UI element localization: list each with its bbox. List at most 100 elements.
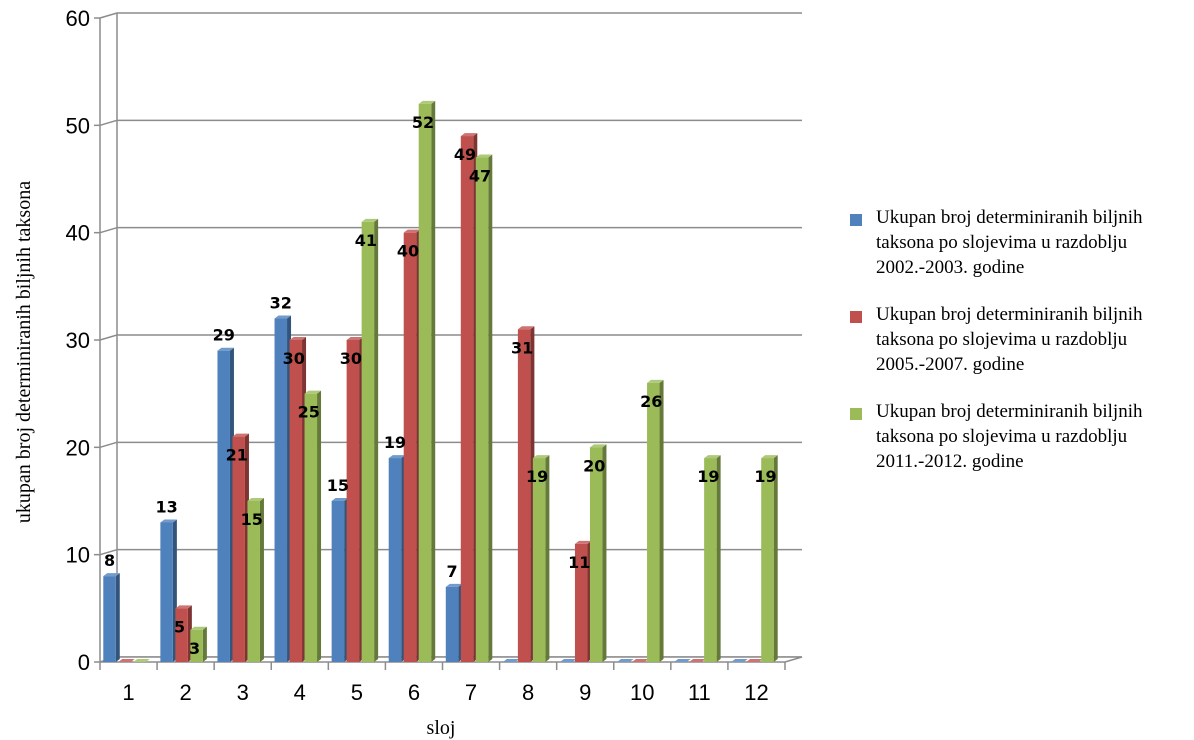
bar-series-2-cat-8 (517, 326, 535, 662)
gridline-connector (99, 548, 118, 556)
x-tick-label: 2 (180, 680, 192, 705)
x-tick-label: 7 (465, 680, 477, 705)
data-label-series-2: 5 (174, 617, 185, 636)
legend-label-series-3: Ukupan broj determiniranih biljnih takso… (876, 401, 1143, 472)
bar-series-3-cat-7 (475, 154, 493, 663)
data-label-series-1: 19 (384, 433, 406, 452)
bar-series-1-cat-3 (217, 347, 234, 662)
bar-series-2-cat-3 (232, 433, 249, 662)
data-label-series-3: 41 (355, 231, 377, 250)
legend-swatch-series-2 (850, 311, 862, 323)
data-label-series-3: 20 (583, 456, 605, 475)
bar-series-1-cat-1 (103, 573, 120, 662)
y-tick-labels: 0 10 20 30 40 50 60 (66, 6, 90, 675)
bar-series-1-cat-7 (445, 583, 463, 662)
y-tick-label: 30 (66, 328, 90, 353)
bar-series-2-cat-2 (175, 605, 192, 662)
x-axis-label: sloj (427, 717, 456, 739)
data-label-series-2: 31 (511, 338, 533, 357)
bar-series-2-cat-5 (346, 337, 364, 662)
data-label-series-3: 19 (697, 467, 719, 486)
data-label-series-3: 19 (526, 467, 548, 486)
data-label-series-2: 11 (568, 553, 590, 572)
gridline-connector (99, 119, 118, 127)
bar-series-1-cat-9 (559, 659, 577, 662)
gridline-connector (99, 441, 118, 449)
y-tick-label: 10 (66, 543, 90, 568)
data-label-series-2: 30 (340, 349, 362, 368)
y-axis-label: ukupan broj determiniranih biljnih takso… (13, 181, 35, 523)
bar-series-1-cat-12 (731, 659, 748, 662)
legend-item-series-2: Ukupan broj determiniranih biljnih takso… (848, 302, 1188, 377)
x-tick-label: 9 (579, 680, 591, 705)
data-label-series-1: 8 (104, 551, 115, 570)
gridline-connector (99, 226, 118, 234)
legend-item-series-1: Ukupan broj determiniranih biljnih takso… (848, 205, 1188, 280)
bar-series-1-cat-8 (502, 659, 520, 662)
x-tick-label: 8 (522, 680, 534, 705)
legend-swatch-series-1 (850, 214, 862, 226)
data-label-series-2: 21 (226, 446, 248, 465)
data-label-series-1: 15 (327, 476, 349, 495)
bar-series-2-cat-6 (403, 229, 421, 662)
x-tick-label: 5 (351, 680, 363, 705)
legend-swatch-series-3 (850, 408, 862, 420)
y-tick-label: 20 (66, 435, 90, 460)
x-tick-label: 12 (744, 680, 768, 705)
data-label-series-1: 29 (213, 326, 235, 345)
bar-series-2-cat-7 (460, 133, 478, 663)
x-tick-label: 4 (294, 680, 306, 705)
bar-series-3-cat-1 (133, 659, 150, 662)
bar-series-3-cat-2 (190, 626, 207, 662)
gridline-connector (99, 334, 118, 341)
x-tick-label: 11 (688, 680, 711, 705)
bar-series-3-cat-8 (532, 455, 550, 662)
bar-series-1-cat-2 (160, 519, 177, 662)
bar-series-2-cat-1 (118, 659, 135, 662)
data-label-series-3: 3 (189, 639, 200, 658)
data-label-series-1: 7 (446, 562, 457, 581)
bar-series-2-cat-4 (289, 337, 307, 662)
y-tick-label: 40 (66, 221, 90, 246)
legend-label-series-1: Ukupan broj determiniranih biljnih takso… (876, 207, 1143, 278)
x-tick-label: 3 (237, 680, 249, 705)
data-label-series-1: 32 (270, 294, 292, 313)
data-label-series-3: 47 (469, 167, 491, 186)
data-label-series-3: 26 (640, 392, 662, 411)
bar-series-1-cat-11 (674, 659, 691, 662)
y-tick-label: 0 (78, 650, 90, 675)
y-tick-label: 60 (66, 6, 90, 31)
legend: Ukupan broj determiniranih biljnih takso… (848, 205, 1188, 496)
legend-label-series-2: Ukupan broj determiniranih biljnih takso… (876, 304, 1143, 375)
legend-item-series-3: Ukupan broj determiniranih biljnih takso… (848, 399, 1188, 474)
data-labels: 8 13 53 29 21 15 32 30 25 15 30 41 19 40 52 7 49 47 31 19 11… (104, 113, 777, 658)
x-tick-label: 10 (630, 680, 654, 705)
bar-series-3-cat-6 (418, 100, 436, 662)
y-tick-label: 50 (66, 113, 90, 138)
bar-series-3-cat-4 (304, 390, 322, 662)
data-label-series-3: 15 (241, 510, 263, 529)
data-label-series-2: 40 (397, 242, 419, 261)
bar-series-3-cat-3 (247, 498, 264, 662)
gridline-connector (99, 12, 118, 19)
bar-series-1-cat-10 (617, 659, 634, 662)
data-label-series-3: 25 (298, 403, 320, 422)
data-label-series-1: 13 (155, 497, 177, 516)
bar-series-2-cat-12 (746, 659, 763, 662)
bar-series-3-cat-5 (361, 218, 379, 662)
x-tick-label: 1 (122, 680, 134, 705)
bar-series-1-cat-6 (388, 455, 406, 662)
bar-series-3-cat-12 (761, 455, 778, 662)
data-label-series-2: 30 (283, 349, 305, 368)
bar-series-1-cat-5 (331, 498, 349, 662)
data-label-series-3: 19 (754, 467, 776, 486)
bar-series-3-cat-10 (647, 379, 664, 662)
bar-series-2-cat-10 (632, 659, 649, 662)
x-tick-label: 6 (408, 680, 420, 705)
bar-series-3-cat-9 (589, 444, 607, 662)
x-tick-labels: 1 2 3 4 5 6 7 8 9 10 11 12 (122, 680, 768, 705)
bars (103, 100, 778, 663)
bar-series-3-cat-11 (704, 455, 721, 662)
data-label-series-3: 52 (412, 113, 434, 132)
